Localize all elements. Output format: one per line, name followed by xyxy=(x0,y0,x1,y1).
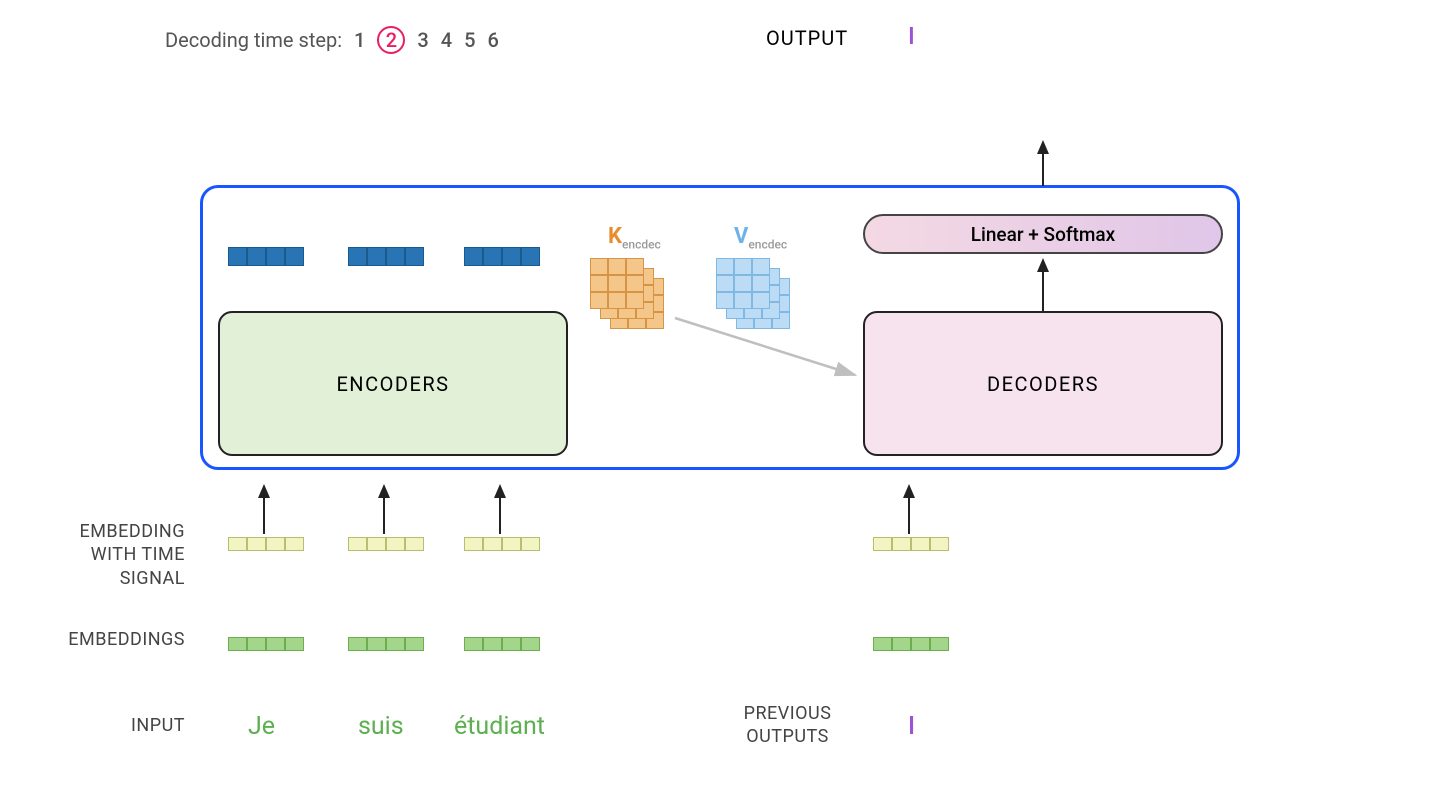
prev-output-token: I xyxy=(908,712,915,741)
encoders-block: ENCODERS xyxy=(218,311,568,456)
attention-arrow xyxy=(670,310,870,390)
positional-embedding-vector xyxy=(228,537,304,551)
encoder-output-vector xyxy=(348,247,424,266)
prev-outputs-label: PREVIOUS OUTPUTS xyxy=(720,702,855,749)
output-token: I xyxy=(908,22,915,50)
timesteps: 123456 xyxy=(354,26,499,54)
timestep-3: 3 xyxy=(417,28,428,52)
timestep-header: Decoding time step: 123456 xyxy=(165,26,499,54)
encoder-output-vector xyxy=(228,247,304,266)
decoders-label: DECODERS xyxy=(987,372,1099,396)
embedding-time-label: EMBEDDING WITH TIME SIGNAL xyxy=(20,520,185,590)
positional-embedding-vector xyxy=(873,537,949,551)
timestep-label: Decoding time step: xyxy=(165,28,342,52)
embedding-vector xyxy=(873,637,949,651)
k-matrix-stack xyxy=(590,258,670,333)
input-token: étudiant xyxy=(454,712,545,741)
embedding-vector xyxy=(348,637,424,651)
input-token: suis xyxy=(358,712,404,741)
positional-embedding-vector xyxy=(464,537,540,551)
encoders-label: ENCODERS xyxy=(336,372,449,396)
up-arrow xyxy=(378,484,390,534)
embeddings-label: EMBEDDINGS xyxy=(20,629,185,650)
embedding-vector xyxy=(228,637,304,651)
timestep-6: 6 xyxy=(488,28,499,52)
positional-embedding-vector xyxy=(348,537,424,551)
timestep-5: 5 xyxy=(464,28,475,52)
input-token: Je xyxy=(248,712,275,741)
encoder-output-vector xyxy=(464,247,540,266)
linear-softmax-label: Linear + Softmax xyxy=(971,223,1115,246)
output-label: OUTPUT xyxy=(766,26,848,50)
timestep-2: 2 xyxy=(377,26,405,54)
k-encdec-label: Kencdec xyxy=(608,224,661,251)
up-arrow xyxy=(903,484,915,534)
timestep-4: 4 xyxy=(441,28,452,52)
up-arrow xyxy=(258,484,270,534)
arrow-top xyxy=(1037,140,1049,186)
timestep-1: 1 xyxy=(354,28,365,52)
input-label: INPUT xyxy=(20,715,185,736)
up-arrow xyxy=(494,484,506,534)
v-encdec-label: Vencdec xyxy=(734,224,787,251)
linear-softmax-block: Linear + Softmax xyxy=(863,214,1223,254)
embedding-vector xyxy=(464,637,540,651)
arrow-mid xyxy=(1037,258,1049,312)
decoders-block: DECODERS xyxy=(863,311,1223,456)
